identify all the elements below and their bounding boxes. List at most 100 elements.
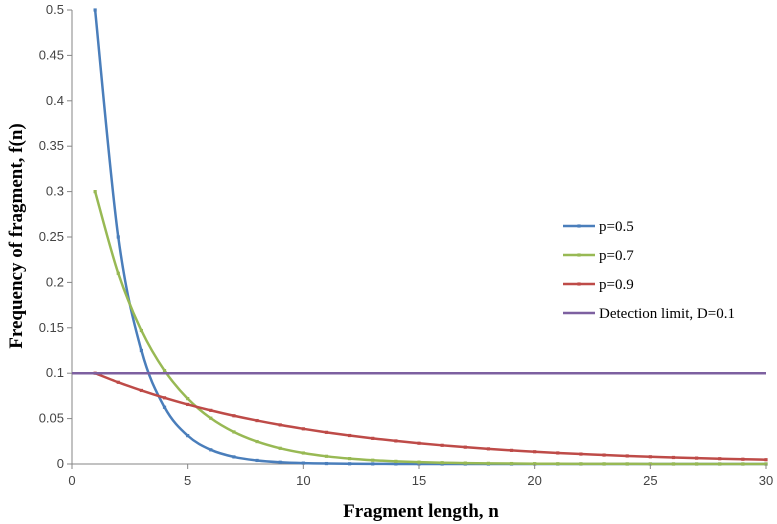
data-point bbox=[648, 462, 652, 466]
data-point bbox=[486, 447, 490, 451]
x-tick-label: 25 bbox=[643, 473, 657, 488]
legend-marker bbox=[577, 282, 581, 286]
data-point bbox=[486, 461, 490, 465]
data-point bbox=[324, 454, 329, 458]
legend-marker bbox=[577, 253, 581, 257]
y-tick-label: 0 bbox=[57, 456, 64, 471]
x-axis-title: Fragment length, n bbox=[343, 501, 499, 522]
data-point bbox=[741, 457, 745, 461]
legend-label: Detection limit, D=0.1 bbox=[599, 306, 735, 322]
x-tick-label: 5 bbox=[184, 473, 191, 488]
data-point bbox=[139, 348, 143, 353]
data-point bbox=[255, 458, 259, 463]
y-tick-label: 0.3 bbox=[46, 184, 64, 199]
legend-entry-1: p=0.5 bbox=[563, 219, 634, 235]
data-point bbox=[417, 441, 421, 445]
data-point bbox=[255, 418, 259, 423]
y-tick-label: 0.25 bbox=[39, 229, 64, 244]
data-point bbox=[116, 271, 120, 275]
data-point bbox=[278, 446, 282, 450]
data-point bbox=[648, 455, 652, 459]
data-point bbox=[440, 443, 444, 447]
data-point bbox=[671, 455, 676, 460]
data-point bbox=[232, 414, 236, 418]
data-point bbox=[371, 462, 375, 466]
data-point bbox=[417, 462, 421, 466]
data-point bbox=[579, 462, 583, 466]
data-point bbox=[348, 462, 352, 466]
y-tick-label: 0.1 bbox=[46, 365, 64, 380]
legend-entry-4: Detection limit, D=0.1 bbox=[563, 306, 735, 322]
y-tick-label: 0.15 bbox=[39, 320, 64, 335]
legend-label: p=0.9 bbox=[599, 277, 634, 293]
data-point bbox=[186, 434, 190, 438]
data-point bbox=[579, 452, 583, 456]
data-point bbox=[301, 461, 305, 465]
data-point bbox=[417, 460, 421, 464]
data-point bbox=[741, 462, 745, 466]
data-point bbox=[463, 445, 467, 449]
series-line bbox=[93, 9, 766, 466]
data-point bbox=[278, 423, 282, 427]
data-point bbox=[556, 451, 560, 455]
data-point bbox=[232, 455, 236, 459]
data-point bbox=[116, 235, 120, 239]
data-point bbox=[162, 368, 167, 373]
data-point bbox=[301, 427, 305, 431]
data-point bbox=[186, 402, 190, 407]
data-point bbox=[209, 448, 213, 452]
data-point bbox=[324, 430, 329, 434]
data-point bbox=[394, 462, 398, 466]
data-point bbox=[671, 462, 676, 466]
data-point bbox=[162, 396, 167, 400]
series-1 bbox=[93, 8, 768, 466]
x-tick-label: 15 bbox=[412, 473, 426, 488]
data-point bbox=[764, 462, 768, 466]
data-point bbox=[695, 456, 699, 460]
data-point bbox=[186, 397, 190, 401]
data-point bbox=[509, 461, 514, 466]
legend-marker bbox=[577, 224, 581, 228]
y-tick-label: 0.05 bbox=[39, 411, 64, 426]
data-point bbox=[394, 439, 398, 443]
y-tick-label: 0.45 bbox=[39, 47, 64, 62]
data-point bbox=[116, 380, 120, 384]
data-point bbox=[533, 450, 537, 454]
data-point bbox=[463, 461, 467, 465]
data-point bbox=[602, 462, 606, 466]
data-point bbox=[139, 388, 143, 393]
y-tick-label: 0.2 bbox=[46, 274, 64, 289]
data-point bbox=[764, 458, 768, 462]
data-point bbox=[371, 436, 375, 440]
y-tick-labels: 0 0.05 0.1 0.15 0.2 0.25 0.3 0.35 0.4 0.45 0.5 bbox=[39, 2, 72, 471]
data-point bbox=[348, 433, 352, 438]
plot-area bbox=[71, 8, 768, 466]
data-point bbox=[440, 461, 444, 465]
data-point bbox=[209, 408, 213, 412]
legend: p=0.5 p=0.7 p=0.9 Detection limit, D=0.1 bbox=[563, 219, 735, 322]
data-point bbox=[232, 430, 236, 434]
data-point bbox=[625, 454, 629, 458]
data-point bbox=[533, 462, 537, 466]
legend-entry-3: p=0.9 bbox=[563, 277, 634, 293]
data-point bbox=[556, 462, 560, 466]
data-point bbox=[602, 453, 606, 457]
data-point bbox=[394, 459, 398, 463]
data-point bbox=[695, 462, 699, 466]
x-tick-label: 20 bbox=[527, 473, 541, 488]
data-point bbox=[324, 461, 329, 466]
data-point bbox=[301, 451, 305, 455]
data-point bbox=[93, 8, 97, 12]
data-point bbox=[278, 460, 282, 464]
data-point bbox=[718, 462, 722, 466]
data-point bbox=[509, 448, 514, 452]
x-tick-label: 0 bbox=[68, 473, 75, 488]
data-point bbox=[139, 328, 143, 333]
y-axis-title: Frequency of fragment, f(n) bbox=[6, 123, 27, 349]
data-point bbox=[255, 439, 259, 444]
y-tick-label: 0.5 bbox=[46, 2, 64, 17]
y-tick-label: 0.35 bbox=[39, 138, 64, 153]
x-tick-labels: 0 5 10 15 20 25 30 bbox=[68, 464, 773, 488]
data-point bbox=[371, 458, 375, 462]
